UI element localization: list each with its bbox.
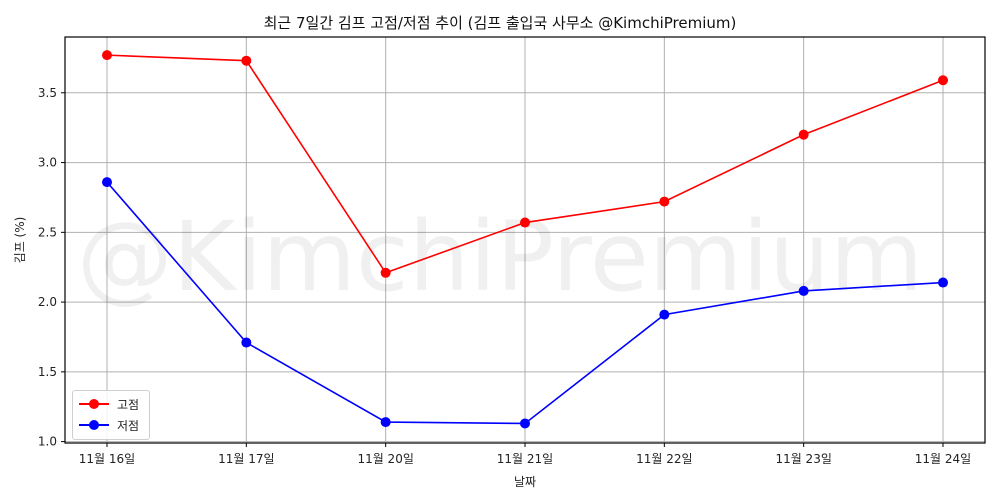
series-high	[102, 50, 948, 278]
grid-lines	[65, 37, 985, 443]
data-point	[380, 267, 391, 278]
data-point	[520, 217, 530, 228]
x-tick-label: 11월 17일	[218, 452, 274, 466]
y-tick-label: 1.5	[38, 365, 57, 379]
legend-label: 고점	[117, 397, 140, 412]
y-axis: 1.0 1.5 2.0 2.5 3.0 3.5	[38, 86, 65, 449]
data-point	[798, 285, 809, 296]
data-point	[102, 177, 112, 188]
data-point	[241, 337, 252, 348]
legend-label: 저점	[117, 418, 140, 433]
x-tick-label: 11월 21일	[497, 452, 553, 466]
x-tick-label: 11월 20일	[357, 452, 413, 466]
y-tick-label: 2.5	[38, 225, 57, 239]
x-tick-label: 11월 23일	[775, 452, 831, 466]
data-point	[938, 75, 948, 86]
x-tick-label: 11월 22일	[636, 452, 692, 466]
legend: 고점 저점	[72, 390, 150, 440]
y-tick-label: 1.0	[38, 435, 57, 449]
data-point	[102, 50, 112, 61]
x-tick-label: 11월 24일	[915, 452, 971, 466]
legend-item-low: 저점	[79, 415, 139, 435]
series-low	[102, 177, 948, 429]
data-point	[938, 277, 948, 288]
data-point	[380, 417, 391, 428]
legend-item-high: 고점	[79, 394, 139, 414]
chart-title: 최근 7일간 김프 고점/저점 추이 (김프 출입국 사무소 @KimchiPr…	[263, 14, 737, 32]
data-point	[241, 55, 252, 66]
series-layer	[102, 50, 948, 429]
data-point	[798, 129, 809, 140]
x-axis: 11월 16일 11월 17일 11월 20일 11월 21일 11월 22일 11월 2…	[79, 443, 971, 466]
y-tick-label: 3.0	[38, 156, 57, 170]
data-point	[520, 418, 530, 429]
y-tick-label: 2.0	[38, 295, 57, 309]
y-tick-label: 3.5	[38, 86, 57, 100]
x-tick-label: 11월 16일	[79, 452, 135, 466]
x-axis-label: 날짜	[514, 475, 536, 489]
legend-marker-icon	[79, 394, 109, 414]
y-axis-label: 김프 (%)	[13, 217, 27, 264]
watermark-text: @KimchiPremium	[77, 201, 924, 313]
data-point	[659, 309, 670, 320]
legend-marker-icon	[79, 415, 109, 435]
data-point	[659, 196, 670, 207]
